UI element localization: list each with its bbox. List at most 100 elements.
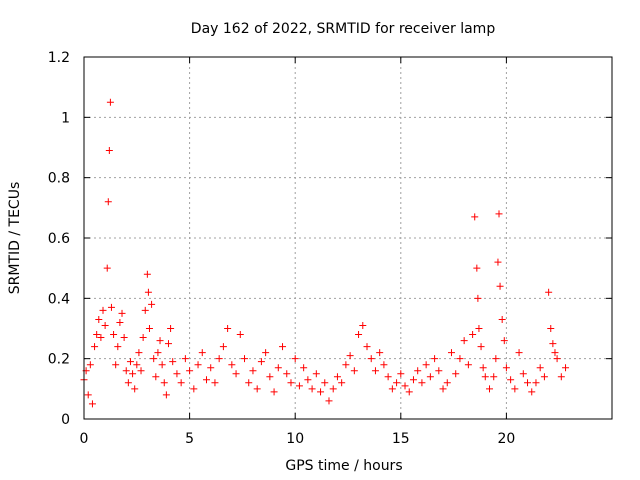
- data-point: [141, 306, 149, 314]
- data-point: [545, 288, 553, 296]
- data-point: [190, 385, 198, 393]
- data-point: [154, 349, 162, 357]
- data-point: [502, 364, 510, 372]
- data-point: [474, 294, 482, 302]
- data-point: [122, 367, 130, 375]
- data-point: [99, 306, 107, 314]
- data-point: [371, 367, 379, 375]
- y-tick-label: 0.2: [48, 352, 70, 368]
- data-point: [409, 376, 417, 384]
- x-tick-label: 0: [80, 431, 89, 447]
- data-point: [116, 318, 124, 326]
- data-point: [274, 364, 282, 372]
- data-point: [350, 367, 358, 375]
- data-point: [481, 373, 489, 381]
- x-tick-label: 20: [497, 431, 515, 447]
- data-point: [133, 361, 141, 369]
- data-point: [110, 331, 118, 339]
- data-point: [384, 373, 392, 381]
- data-point: [492, 355, 500, 363]
- data-point: [547, 325, 555, 332]
- data-point: [500, 337, 508, 345]
- data-point: [557, 373, 565, 381]
- data-point: [118, 309, 126, 317]
- data-point: [283, 370, 291, 378]
- data-point: [359, 321, 367, 329]
- tick-layer: 0 5 10 15 20 0 0.2 0.4 0.6 0.8 1 1.2: [48, 50, 612, 447]
- y-tick-label: 0.4: [48, 291, 70, 307]
- data-point: [158, 361, 166, 369]
- plot-frame: [83, 56, 613, 420]
- data-point: [401, 382, 409, 390]
- data-point: [540, 373, 548, 381]
- data-point: [266, 373, 274, 381]
- data-point: [181, 355, 189, 363]
- data-point: [143, 270, 151, 278]
- data-point: [186, 367, 194, 375]
- data-point: [507, 376, 515, 384]
- data-point: [460, 337, 468, 345]
- data-point: [107, 303, 115, 311]
- x-tick-label: 15: [392, 431, 410, 447]
- data-point: [452, 370, 460, 378]
- data-point: [325, 397, 333, 405]
- data-point: [106, 98, 114, 106]
- data-point: [160, 379, 168, 387]
- data-point: [262, 349, 270, 357]
- data-point: [224, 325, 232, 332]
- data-point: [129, 370, 137, 378]
- data-point: [562, 364, 570, 372]
- data-point: [519, 370, 527, 378]
- data-point: [279, 343, 287, 351]
- data-point: [88, 400, 96, 408]
- data-point: [447, 349, 455, 357]
- data-point: [464, 361, 472, 369]
- data-point: [287, 379, 295, 387]
- data-point: [101, 321, 109, 329]
- data-point: [105, 147, 113, 155]
- data-point: [495, 210, 503, 218]
- data-point: [317, 388, 325, 396]
- data-point: [148, 300, 156, 308]
- data-point: [380, 361, 388, 369]
- data-point: [469, 331, 477, 339]
- data-point: [228, 361, 236, 369]
- data-point: [304, 376, 312, 384]
- data-point: [93, 331, 101, 339]
- data-point: [124, 379, 132, 387]
- data-point: [173, 370, 181, 378]
- data-point: [270, 388, 278, 396]
- data-point: [219, 343, 227, 351]
- data-point: [363, 343, 371, 351]
- data-point: [532, 379, 540, 387]
- data-point: [104, 198, 112, 206]
- data-point: [338, 379, 346, 387]
- grid-layer: [84, 57, 612, 419]
- data-point: [249, 367, 257, 375]
- data-point: [473, 264, 481, 272]
- points-layer: [80, 98, 570, 408]
- data-point: [84, 391, 92, 399]
- data-point: [150, 355, 158, 363]
- x-axis-label: GPS time / hours: [285, 458, 402, 474]
- y-tick-label: 1.2: [48, 50, 70, 66]
- data-point: [308, 385, 316, 393]
- data-point: [426, 373, 434, 381]
- data-point: [145, 325, 153, 332]
- data-point: [511, 385, 519, 393]
- data-point: [245, 379, 253, 387]
- data-point: [291, 355, 299, 363]
- data-point: [479, 364, 487, 372]
- data-point: [169, 358, 177, 366]
- data-point: [333, 373, 341, 381]
- data-point: [418, 379, 426, 387]
- data-point: [126, 358, 134, 366]
- data-point: [253, 385, 261, 393]
- data-point: [135, 349, 143, 357]
- data-point: [329, 385, 337, 393]
- data-point: [439, 385, 447, 393]
- data-point: [257, 358, 265, 366]
- x-tick-label: 5: [185, 431, 194, 447]
- data-point: [177, 379, 185, 387]
